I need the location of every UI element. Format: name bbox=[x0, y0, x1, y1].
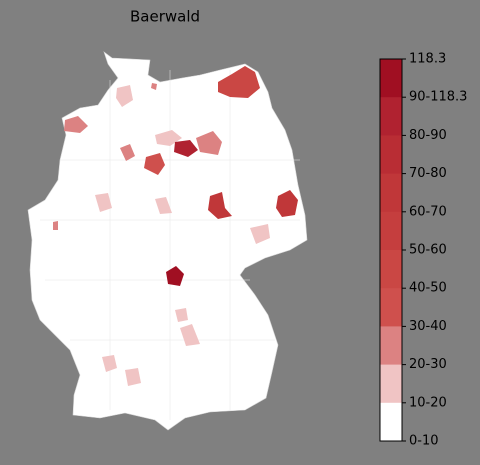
map-title: Baerwald bbox=[130, 8, 200, 26]
colorbar-label: 20-30 bbox=[409, 357, 447, 372]
colorbar-label: 70-80 bbox=[409, 166, 447, 181]
district bbox=[175, 308, 188, 322]
colorbar-label: 80-90 bbox=[409, 128, 447, 143]
colorbar-frame bbox=[379, 58, 403, 442]
colorbar-segment bbox=[380, 59, 402, 98]
district bbox=[102, 355, 117, 372]
district bbox=[64, 116, 88, 133]
district bbox=[276, 190, 298, 217]
district bbox=[180, 324, 200, 346]
district bbox=[144, 153, 165, 175]
colorbar-segment bbox=[380, 173, 402, 213]
district bbox=[250, 224, 270, 244]
germany-map bbox=[27, 51, 308, 431]
colorbar-label: 60-70 bbox=[409, 204, 447, 219]
district bbox=[95, 193, 112, 212]
colorbar-segment bbox=[380, 135, 402, 175]
district bbox=[218, 66, 260, 98]
colorbar-label: 118.3 bbox=[409, 52, 446, 67]
district-borders bbox=[40, 70, 300, 420]
colorbar: 118.3 90-118.3 80-90 70-80 60-70 50-60 40-50 30… bbox=[380, 52, 467, 449]
district bbox=[166, 266, 184, 286]
district bbox=[208, 192, 232, 219]
district bbox=[151, 83, 157, 90]
colorbar-segment bbox=[380, 211, 402, 251]
district bbox=[120, 144, 135, 161]
colorbar-label: 50-60 bbox=[409, 243, 447, 258]
colorbar-segment bbox=[380, 326, 402, 366]
district bbox=[53, 221, 58, 230]
colorbar-label: 30-40 bbox=[409, 319, 447, 334]
highlighted-districts bbox=[53, 66, 298, 386]
colorbar-segment bbox=[380, 402, 402, 442]
colorbar-label: 0-10 bbox=[409, 434, 439, 449]
colorbar-label: 10-20 bbox=[409, 395, 447, 410]
colorbar-segment bbox=[380, 364, 402, 404]
district bbox=[155, 197, 172, 214]
district bbox=[196, 131, 222, 155]
colorbar-segment bbox=[380, 288, 402, 327]
colorbar-segment bbox=[380, 250, 402, 289]
district bbox=[125, 368, 141, 386]
colorbar-label: 40-50 bbox=[409, 281, 447, 296]
district bbox=[174, 140, 198, 157]
colorbar-segment bbox=[380, 97, 402, 136]
colorbar-label: 90-118.3 bbox=[409, 90, 467, 105]
district bbox=[116, 85, 133, 107]
country-outline bbox=[27, 51, 308, 431]
